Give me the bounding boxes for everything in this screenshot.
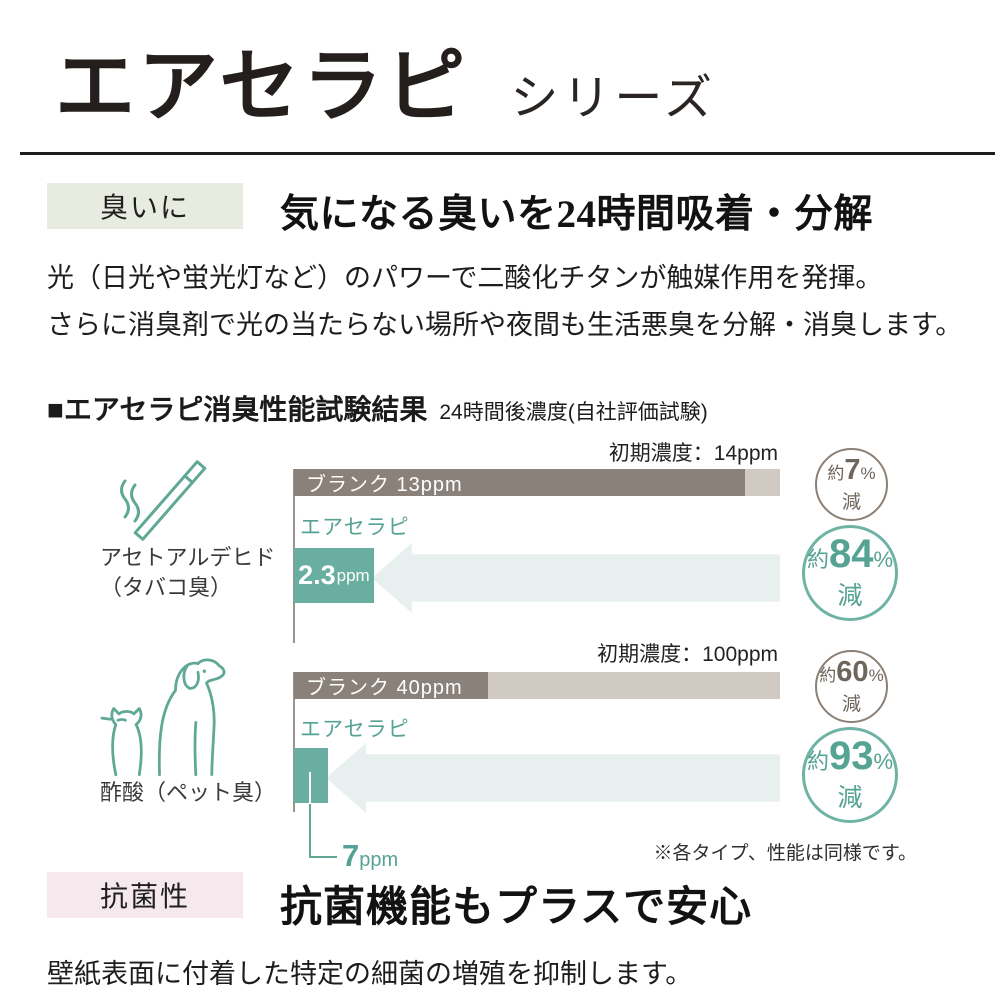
chart-acetaldehyde: 初期濃度：14ppm アセトアルデヒド （タバコ臭） ブランク 13ppm エア… [0,435,1000,643]
odor-badge: 臭いに [47,183,243,229]
callout-line [309,856,337,858]
blank-bar: ブランク 13ppm [294,469,746,496]
substance-name: 酢酸（ペット臭） [100,780,277,805]
initial-concentration-label: 初期濃度：14ppm [608,442,778,465]
antibacterial-body: 壁紙表面に付着した特定の細菌の増殖を抑制します。 [47,959,693,989]
callout-line [309,772,311,804]
results-footnote: ※各タイプ、性能は同様です。 [653,843,917,864]
callout-line [309,804,311,858]
initial-concentration-label: 初期濃度：100ppm [597,643,778,666]
odor-body-line2: さらに消臭剤で光の当たらない場所や夜間も生活悪臭を分解・消臭します。 [47,310,963,340]
substance-label: アセトアルデヒド （タバコ臭） [100,543,275,603]
blank-bar-track: ブランク 40ppm [294,672,780,699]
blank-bar: ブランク 40ppm [294,672,489,699]
substance-name: アセトアルデヒド [100,545,276,570]
page-title-series: シリーズ [510,72,717,125]
product-name-label: エアセラピ [300,718,410,741]
product-bar-area [294,743,780,813]
results-subtitle: 24時間後濃度(自社評価試験) [439,401,708,424]
header-divider [20,152,995,155]
product-bar-area: 2.3 ppm [294,543,780,613]
odor-heading: 気になる臭いを24時間吸着・分解 [280,193,874,236]
substance-label: 酢酸（ペット臭） [100,778,276,808]
results-title: ■エアセラピ消臭性能試験結果 [47,394,428,425]
page-header: エアセラピ シリーズ [55,22,716,138]
blank-reduction-badge: 約 60% 減 [815,650,888,723]
product-value-callout: 7 ppm [342,838,399,873]
cigarette-icon [120,460,207,541]
product-value: 2.3 [298,560,336,590]
results-header: ■エアセラピ消臭性能試験結果 24時間後濃度(自社評価試験) [47,388,708,428]
product-bar [294,748,329,803]
antibacterial-heading: 抗菌機能もプラスで安心 [280,885,753,931]
reduction-arrow [371,543,780,613]
product-reduction-badge: 約 93% 減 [802,727,898,823]
reduction-arrow [326,743,780,813]
chart-axis [293,672,295,812]
product-name-label: エアセラピ [300,516,410,539]
page-title: エアセラピ [55,42,469,131]
odor-body-line1: 光（日光や蛍光灯など）のパワーで二酸化チタンが触媒作用を発揮。 [47,263,883,293]
product-unit: ppm [336,565,370,585]
blank-bar-label: ブランク 40ppm [306,677,463,699]
product-reduction-badge: 約 84% 減 [802,525,898,621]
blank-bar-track: ブランク 13ppm [294,469,780,496]
blank-reduction-badge: 約 7% 減 [815,448,888,521]
dog-cat-icon [100,658,226,777]
product-bar: 2.3 ppm [294,548,374,603]
antibacterial-badge: 抗菌性 [47,872,243,918]
substance-note: （タバコ臭） [100,575,233,600]
odor-body: 光（日光や蛍光灯など）のパワーで二酸化チタンが触媒作用を発揮。 さらに消臭剤で光… [47,255,962,349]
blank-bar-label: ブランク 13ppm [306,474,463,496]
chart-acetic-acid: 初期濃度：100ppm 酢酸（ペット臭） ブランク 40ppm エ [0,630,1000,873]
